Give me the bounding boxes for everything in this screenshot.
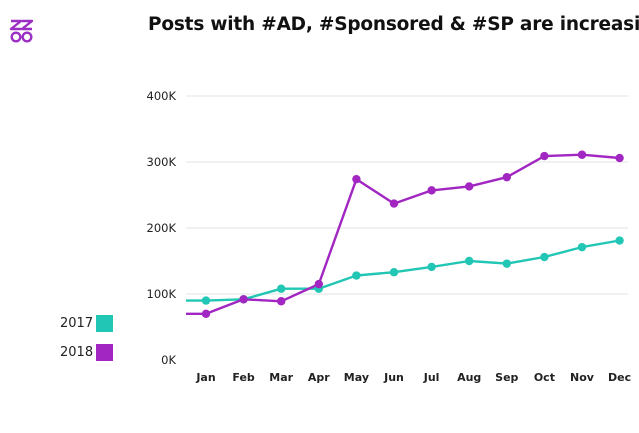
x-tick-label-apr: Apr bbox=[308, 371, 330, 384]
data-point-2017-jul bbox=[427, 262, 436, 272]
x-tick-label-sep: Sep bbox=[495, 371, 518, 384]
legend-swatch-2018 bbox=[96, 344, 113, 361]
data-point-2018-may bbox=[352, 174, 361, 184]
x-tick-label-may: May bbox=[344, 371, 369, 384]
zoo-logo-icon bbox=[9, 19, 34, 43]
data-point-2017-sep bbox=[502, 259, 511, 268]
legend-label-2018: 2018 bbox=[60, 345, 94, 360]
series-line-2017 bbox=[186, 239, 620, 302]
data-point-2018-apr bbox=[314, 279, 323, 289]
y-tick-label: 400K bbox=[147, 89, 177, 103]
data-point-2018-feb bbox=[239, 295, 248, 304]
y-tick-label: 200K bbox=[147, 221, 177, 235]
x-tick-label-jan: Jan bbox=[195, 371, 215, 384]
legend-item-2018: 2018 bbox=[60, 344, 113, 361]
x-tick-label-mar: Mar bbox=[269, 371, 293, 384]
x-tick-label-feb: Feb bbox=[232, 371, 255, 384]
data-point-2018-dec bbox=[615, 153, 624, 163]
data-point-2017-may bbox=[352, 271, 361, 280]
data-point-2018-jan bbox=[201, 309, 211, 318]
data-point-2017-jan bbox=[201, 296, 211, 305]
y-tick-label: 100K bbox=[147, 287, 177, 301]
data-point-2017-oct bbox=[540, 252, 549, 262]
data-point-2018-aug bbox=[465, 182, 474, 191]
data-point-2017-nov bbox=[577, 242, 587, 252]
chart-title: Posts with #AD, #Sponsored & #SP are inc… bbox=[148, 14, 639, 35]
series-line-2018 bbox=[186, 153, 620, 315]
data-point-2018-mar bbox=[277, 297, 286, 306]
data-point-2018-sep bbox=[502, 172, 511, 182]
legend-item-2017: 2017 bbox=[60, 315, 113, 332]
data-point-2017-dec bbox=[615, 236, 624, 245]
x-tick-label-jul: Jul bbox=[423, 371, 440, 384]
legend-label-2017: 2017 bbox=[60, 316, 94, 331]
x-tick-label-aug: Aug bbox=[457, 371, 481, 384]
data-point-2017-jun bbox=[389, 268, 399, 277]
data-point-2018-nov bbox=[577, 150, 587, 159]
y-tick-label: 300K bbox=[147, 155, 177, 169]
x-tick-label-nov: Nov bbox=[570, 371, 595, 384]
legend-swatch-2017 bbox=[96, 315, 113, 332]
x-tick-label-oct: Oct bbox=[534, 371, 555, 384]
data-point-2017-aug bbox=[465, 256, 474, 266]
data-point-2018-oct bbox=[540, 151, 549, 161]
data-point-2017-mar bbox=[277, 284, 286, 293]
x-tick-label-dec: Dec bbox=[608, 371, 631, 384]
data-point-2018-jul bbox=[427, 186, 436, 195]
x-tick-label-jun: Jun bbox=[383, 371, 404, 384]
y-tick-label: 0K bbox=[161, 353, 176, 367]
data-point-2018-jun bbox=[389, 199, 399, 208]
